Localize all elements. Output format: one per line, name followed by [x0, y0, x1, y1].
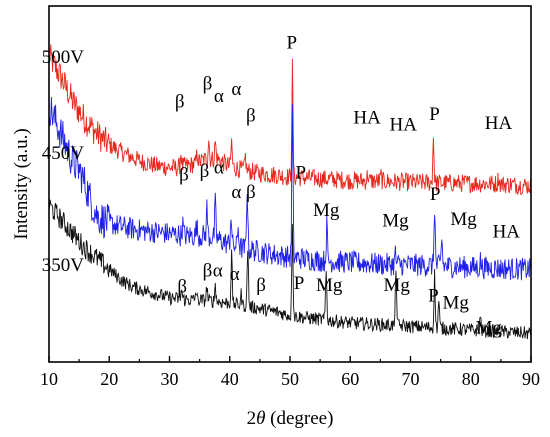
peak-label: β [256, 275, 266, 296]
x-tick-label: 80 [462, 369, 480, 389]
peak-label: P [294, 273, 305, 294]
peak-label: α [231, 79, 241, 100]
series-line-350v [48, 199, 532, 340]
peak-label: α [214, 157, 224, 178]
peak-label: Mg [382, 211, 409, 232]
series-line-450v [48, 96, 532, 281]
x-tick-label: 60 [341, 369, 359, 389]
x-tick-label: 30 [161, 369, 179, 389]
peak-label: β [175, 91, 185, 112]
series-line-500v [48, 44, 532, 196]
x-tick-label: 90 [522, 369, 540, 389]
x-tick-label: 40 [221, 369, 239, 389]
peak-label: β [177, 277, 187, 298]
x-axis-label-suffix: (degree) [265, 408, 333, 429]
x-axis-label-prefix: 2 [247, 408, 257, 429]
x-axis-label-symbol: θ [256, 408, 265, 429]
series-label: 350V [42, 255, 85, 276]
peak-label: P [430, 184, 441, 205]
peak-label: α [214, 86, 224, 107]
peak-label: P [296, 163, 307, 184]
peak-label: HA [485, 113, 513, 134]
series-label: 500V [42, 47, 85, 68]
x-tick-label: 70 [402, 369, 420, 389]
peak-label: HA [353, 107, 381, 128]
peak-label: α [231, 182, 241, 203]
x-tick-label: 20 [100, 369, 118, 389]
peak-label: β [246, 182, 256, 203]
peak-label: HA [493, 221, 521, 242]
peak-label: Mg [313, 200, 340, 221]
peak-label: β [246, 106, 256, 127]
x-axis: 10 20 30 40 50 60 70 80 90 [40, 356, 540, 389]
peak-label: α [230, 264, 240, 285]
peak-label: α [213, 261, 223, 282]
peak-label: Mg [383, 275, 410, 296]
x-tick-label: 50 [281, 369, 299, 389]
peak-label: Mg [316, 275, 343, 296]
x-tick-label: 10 [40, 369, 58, 389]
peak-label: Mg [476, 318, 503, 339]
peak-label: β [200, 161, 210, 182]
peak-label: β [179, 164, 189, 185]
peak-label: P [428, 285, 439, 306]
peak-label: β [203, 261, 213, 282]
series-layer [48, 44, 532, 340]
x-axis-label: 2θ (degree) [247, 408, 334, 429]
y-axis-label: Intensity (a.u.) [11, 128, 32, 239]
peak-label: Mg [442, 293, 469, 314]
peak-label: P [429, 104, 440, 125]
peak-label: P [287, 33, 298, 54]
peak-label: β [203, 74, 213, 95]
peak-label: Mg [450, 209, 477, 230]
series-label: 450V [42, 143, 85, 164]
peak-label: HA [390, 115, 418, 136]
